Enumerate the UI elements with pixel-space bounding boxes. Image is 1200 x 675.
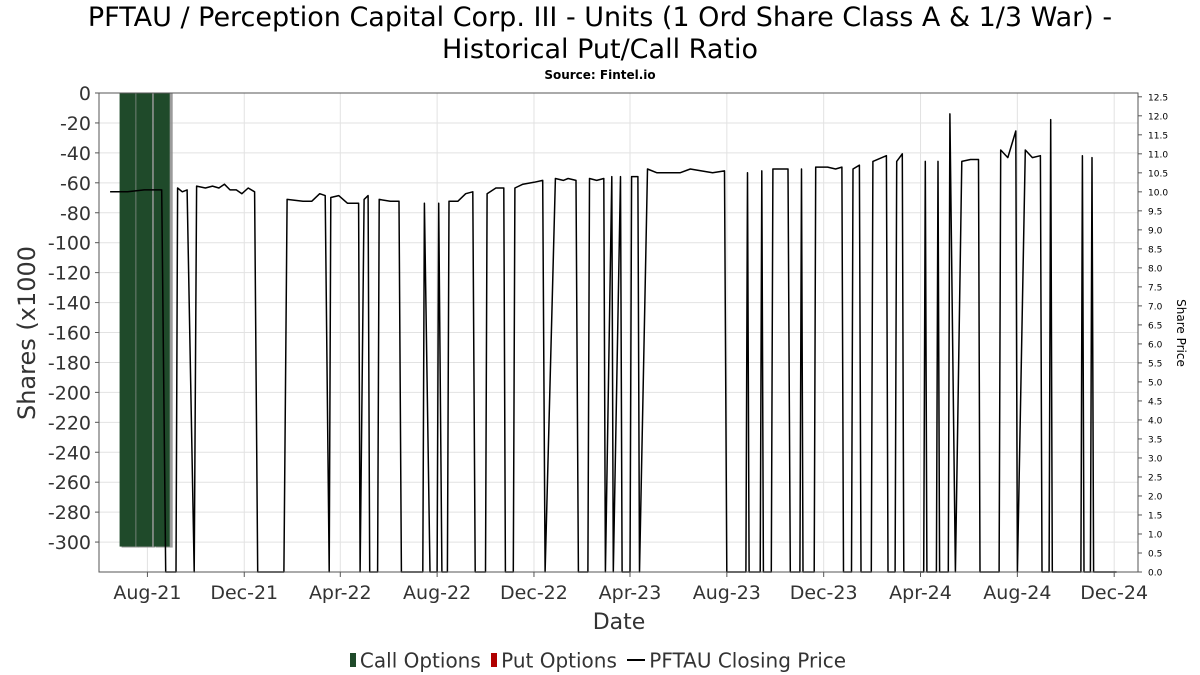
y-tick-label: -140: [48, 293, 91, 315]
legend-call-options: Call Options: [349, 647, 481, 673]
y2-tick-label: 8.0: [1148, 264, 1163, 274]
y2-tick-label: 11.5: [1148, 131, 1168, 141]
x-tick-label: Dec-21: [210, 582, 278, 604]
x-tick-label: Dec-23: [790, 582, 858, 604]
y-tick-label: -60: [60, 173, 91, 195]
grid-lines: [99, 92, 1138, 572]
x-axis-label: Date: [593, 610, 646, 635]
y2-tick-label: 0.5: [1148, 549, 1162, 559]
legend-swatch-price: [627, 659, 646, 662]
y-tick-label: -100: [48, 233, 91, 255]
y-tick-label: 0: [79, 83, 91, 105]
x-tick-label: Aug-23: [693, 582, 761, 604]
legend-closing-price: PFTAU Closing Price: [627, 647, 847, 673]
y2-tick-label: 0.0: [1148, 569, 1163, 579]
y2-tick-label: 6.0: [1148, 340, 1163, 350]
y2-tick-label: 12.0: [1148, 112, 1168, 122]
legend-swatch-call: [349, 653, 356, 668]
y2-tick-label: 11.0: [1148, 150, 1168, 160]
y2-tick-label: 6.5: [1148, 321, 1162, 331]
chart-legend: Call Options Put Options PFTAU Closing P…: [0, 646, 1200, 672]
y2-tick-label: 1.0: [1148, 530, 1163, 540]
x-tick-label: Apr-22: [309, 582, 372, 604]
chart-title-line2: Historical Put/Call Ratio: [442, 34, 758, 65]
x-tick-label: Aug-22: [403, 582, 471, 604]
y2-tick-label: 5.0: [1148, 378, 1163, 388]
y-tick-label: -280: [48, 502, 91, 524]
y-tick-label: -180: [48, 352, 91, 374]
x-tick-label: Aug-24: [983, 582, 1051, 604]
x-tick-label: Apr-23: [599, 582, 662, 604]
legend-label-price: PFTAU Closing Price: [649, 648, 847, 673]
y-tick-label: -20: [60, 113, 91, 135]
y2-tick-label: 4.5: [1148, 397, 1162, 407]
call-bar: [136, 93, 153, 547]
y-tick-label: -160: [48, 323, 91, 345]
y2-tick-label: 7.5: [1148, 283, 1162, 293]
legend-label-call: Call Options: [359, 648, 481, 673]
chart-source: Source: Fintel.io: [544, 68, 656, 82]
y2-tick-label: 12.5: [1148, 93, 1168, 103]
y-tick-label: -120: [48, 263, 91, 285]
y2-tick-label: 7.0: [1148, 302, 1163, 312]
y-tick-label: -40: [60, 143, 91, 165]
y2-tick-label: 9.0: [1148, 226, 1163, 236]
chart-title-line1: PFTAU / Perception Capital Corp. III - U…: [87, 2, 1113, 33]
y2-axis-label: Share Price: [1174, 299, 1188, 367]
call-bar: [119, 93, 136, 547]
y2-tick-label: 5.5: [1148, 359, 1162, 369]
right-axis-ticks: 12.5 12.0 11.5 11.0 10.5 10.0 9.5 9.0 8.5 8.0 7.5 7…: [1138, 93, 1168, 579]
y2-tick-label: 9.5: [1148, 207, 1162, 217]
x-tick-label: Dec-24: [1080, 582, 1148, 604]
y2-tick-label: 1.5: [1148, 511, 1162, 521]
y-tick-label: -220: [48, 412, 91, 434]
x-tick-label: Apr-24: [889, 582, 952, 604]
y2-tick-label: 2.5: [1148, 473, 1162, 483]
y2-tick-label: 2.0: [1148, 492, 1163, 502]
call-option-bars: [119, 93, 173, 548]
y-axis-label: Shares (x1000: [13, 246, 41, 420]
y-tick-label: -200: [48, 382, 91, 404]
x-tick-label: Aug-21: [113, 582, 181, 604]
call-bar: [153, 93, 170, 547]
legend-swatch-put: [491, 653, 498, 668]
y-tick-label: -260: [48, 472, 91, 494]
x-tick-label: Dec-22: [500, 582, 568, 604]
y-tick-label: -80: [60, 203, 91, 225]
left-axis-ticks: 0 -20 -40 -60 -80 -100 -120 -140 -160 -180 -200 -22…: [48, 83, 99, 554]
y2-tick-label: 3.0: [1148, 454, 1163, 464]
y-tick-label: -300: [48, 532, 91, 554]
y2-tick-label: 10.5: [1148, 169, 1168, 179]
legend-label-put: Put Options: [501, 648, 617, 673]
y2-tick-label: 8.5: [1148, 245, 1162, 255]
y2-tick-label: 3.5: [1148, 435, 1162, 445]
x-axis-ticks: Aug-21 Dec-21 Apr-22 Aug-22 Dec-22 Apr-23 Aug-…: [113, 572, 1148, 604]
y2-tick-label: 4.0: [1148, 416, 1163, 426]
y-tick-label: -240: [48, 442, 91, 464]
y2-tick-label: 10.0: [1148, 188, 1168, 198]
legend-put-options: Put Options: [491, 647, 617, 673]
